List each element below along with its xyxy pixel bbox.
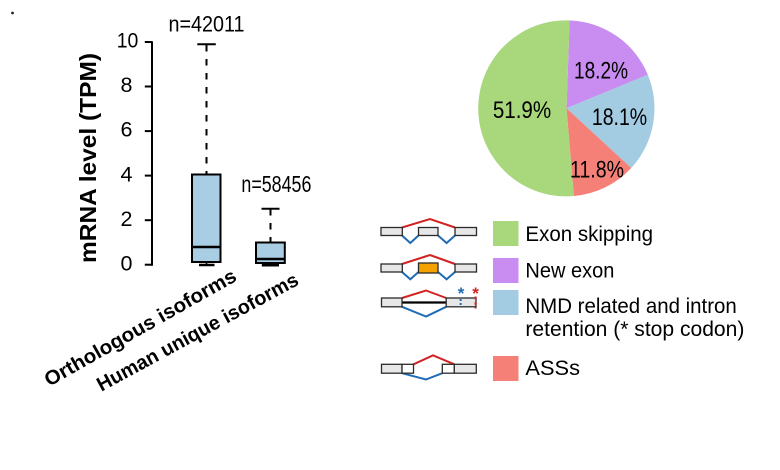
- svg-text:10: 10: [117, 29, 139, 53]
- svg-text:11.8%: 11.8%: [570, 157, 624, 184]
- svg-text:n=42011: n=42011: [169, 12, 245, 37]
- svg-text:mRNA level (TPM): mRNA level (TPM): [75, 53, 101, 263]
- svg-text:retention (* stop codon): retention (* stop codon): [525, 317, 744, 341]
- svg-text:4: 4: [121, 162, 133, 186]
- svg-text:2: 2: [121, 207, 133, 231]
- svg-text:0: 0: [121, 251, 133, 275]
- svg-text:6: 6: [121, 118, 133, 142]
- svg-text:8: 8: [121, 73, 133, 97]
- svg-text:n=58456: n=58456: [241, 171, 311, 197]
- svg-text:Exon skipping: Exon skipping: [525, 222, 653, 246]
- svg-text:18.1%: 18.1%: [592, 104, 647, 131]
- svg-text:18.2%: 18.2%: [574, 57, 628, 84]
- svg-text:*: *: [458, 284, 465, 303]
- svg-text:NMD related and intron: NMD related and intron: [525, 294, 736, 318]
- svg-text:*: *: [472, 284, 479, 303]
- svg-text:51.9%: 51.9%: [493, 97, 551, 124]
- svg-text:ASSs: ASSs: [525, 356, 580, 380]
- svg-text:New exon: New exon: [525, 259, 614, 283]
